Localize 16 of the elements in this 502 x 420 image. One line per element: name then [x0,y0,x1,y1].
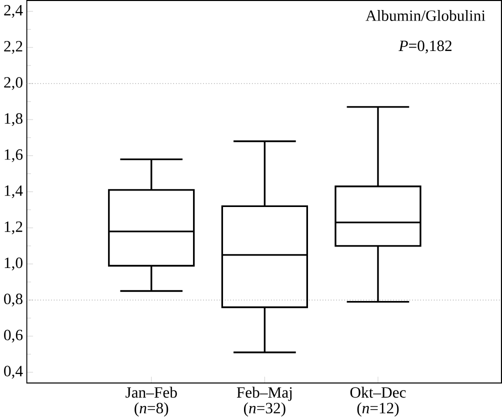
y-tick-label: 0,8 [4,294,22,306]
y-tick-label: 2,2 [4,41,22,54]
y-tick-label: 2,0 [4,77,22,90]
y-tick-label: 0,4 [4,366,23,379]
y-tick-label: 1,6 [4,149,23,162]
y-tick-label: 1,2 [4,221,22,234]
y-tick-label: 0,6 [4,330,23,342]
annotation: Albumin/Globulini [366,10,486,21]
annotation: P=0,182 [398,40,452,54]
y-tick-label: 2,4 [4,4,23,18]
y-tick-label: 1,8 [4,113,22,126]
y-tick-label: 1,4 [4,185,23,198]
x-tick-label: Okt–Dec (n=12) [350,386,406,417]
y-tick-label: 1,0 [4,258,22,270]
x-tick-label: Feb–Maj (n=32) [236,386,292,417]
x-tick-label: Jan–Feb (n=8) [126,386,177,417]
